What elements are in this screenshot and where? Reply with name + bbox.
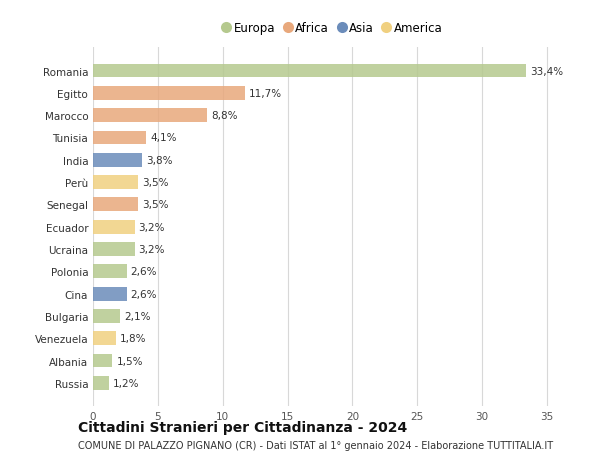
- Bar: [93, 87, 245, 101]
- Legend: Europa, Africa, Asia, America: Europa, Africa, Asia, America: [220, 18, 446, 38]
- Text: 8,8%: 8,8%: [211, 111, 238, 121]
- Bar: [93, 331, 116, 346]
- Text: 3,2%: 3,2%: [139, 222, 165, 232]
- Text: 3,2%: 3,2%: [139, 245, 165, 254]
- Bar: [93, 64, 526, 78]
- Text: 3,8%: 3,8%: [146, 156, 173, 165]
- Bar: [93, 265, 127, 279]
- Text: 4,1%: 4,1%: [150, 133, 176, 143]
- Bar: [93, 198, 139, 212]
- Bar: [93, 242, 134, 257]
- Text: 2,6%: 2,6%: [131, 289, 157, 299]
- Text: 3,5%: 3,5%: [142, 200, 169, 210]
- Text: COMUNE DI PALAZZO PIGNANO (CR) - Dati ISTAT al 1° gennaio 2024 - Elaborazione TU: COMUNE DI PALAZZO PIGNANO (CR) - Dati IS…: [78, 440, 553, 450]
- Bar: [93, 153, 142, 168]
- Text: 2,1%: 2,1%: [124, 311, 151, 321]
- Text: 1,5%: 1,5%: [116, 356, 143, 366]
- Bar: [93, 309, 120, 323]
- Bar: [93, 354, 112, 368]
- Bar: [93, 109, 207, 123]
- Text: 3,5%: 3,5%: [142, 178, 169, 188]
- Text: 2,6%: 2,6%: [131, 267, 157, 277]
- Bar: [93, 131, 146, 145]
- Bar: [93, 376, 109, 390]
- Text: 1,8%: 1,8%: [120, 334, 147, 343]
- Text: 1,2%: 1,2%: [112, 378, 139, 388]
- Bar: [93, 176, 139, 190]
- Text: Cittadini Stranieri per Cittadinanza - 2024: Cittadini Stranieri per Cittadinanza - 2…: [78, 420, 407, 434]
- Text: 11,7%: 11,7%: [248, 89, 282, 99]
- Bar: [93, 220, 134, 234]
- Bar: [93, 287, 127, 301]
- Text: 33,4%: 33,4%: [530, 67, 563, 76]
